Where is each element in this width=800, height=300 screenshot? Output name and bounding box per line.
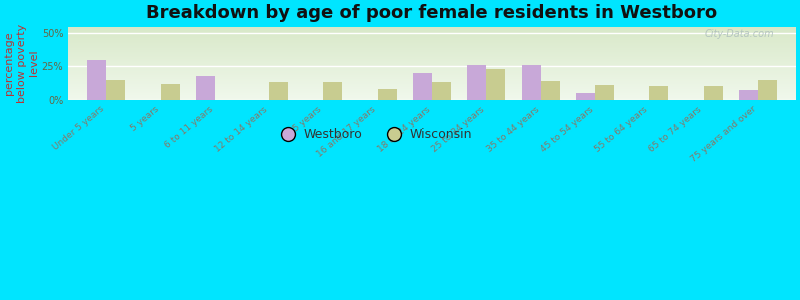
- Bar: [68, 96, 796, 97]
- Bar: [196, 76, 215, 100]
- Bar: [68, 83, 796, 84]
- Bar: [68, 80, 796, 81]
- Bar: [522, 65, 541, 100]
- Bar: [68, 99, 796, 100]
- Bar: [68, 44, 796, 45]
- Bar: [68, 35, 796, 36]
- Bar: [68, 30, 796, 31]
- Bar: [68, 68, 796, 69]
- Bar: [378, 89, 397, 100]
- Bar: [467, 65, 486, 100]
- Bar: [758, 80, 777, 100]
- Bar: [68, 41, 796, 42]
- Bar: [68, 66, 796, 67]
- Bar: [703, 86, 722, 100]
- Bar: [68, 78, 796, 79]
- Bar: [68, 75, 796, 76]
- Bar: [68, 28, 796, 29]
- Bar: [68, 64, 796, 65]
- Bar: [68, 53, 796, 54]
- Legend: Westboro, Wisconsin: Westboro, Wisconsin: [270, 123, 478, 146]
- Bar: [413, 73, 432, 100]
- Bar: [68, 92, 796, 93]
- Bar: [68, 87, 796, 88]
- Bar: [68, 71, 796, 72]
- Bar: [68, 79, 796, 80]
- Bar: [68, 93, 796, 94]
- Bar: [68, 45, 796, 46]
- Bar: [68, 88, 796, 89]
- Bar: [68, 48, 796, 49]
- Bar: [68, 74, 796, 75]
- Bar: [68, 61, 796, 62]
- Bar: [68, 65, 796, 66]
- Bar: [68, 47, 796, 48]
- Bar: [68, 62, 796, 63]
- Bar: [68, 86, 796, 87]
- Bar: [486, 69, 506, 100]
- Bar: [68, 29, 796, 30]
- Bar: [68, 33, 796, 34]
- Bar: [68, 34, 796, 35]
- Bar: [68, 50, 796, 51]
- Bar: [68, 63, 796, 64]
- Bar: [68, 70, 796, 71]
- Bar: [68, 56, 796, 57]
- Bar: [68, 52, 796, 53]
- Bar: [68, 81, 796, 82]
- Bar: [68, 46, 796, 47]
- Bar: [68, 49, 796, 50]
- Bar: [68, 26, 796, 27]
- Bar: [68, 67, 796, 68]
- Bar: [68, 37, 796, 38]
- Bar: [68, 91, 796, 92]
- Bar: [68, 95, 796, 96]
- Bar: [68, 54, 796, 55]
- Bar: [68, 77, 796, 78]
- Bar: [68, 36, 796, 37]
- Bar: [68, 94, 796, 95]
- Bar: [68, 59, 796, 60]
- Bar: [68, 90, 796, 91]
- Bar: [541, 81, 560, 100]
- Bar: [106, 80, 126, 100]
- Bar: [68, 32, 796, 33]
- Bar: [68, 31, 796, 32]
- Bar: [323, 82, 342, 100]
- Bar: [68, 39, 796, 40]
- Bar: [68, 40, 796, 41]
- Bar: [68, 89, 796, 90]
- Bar: [432, 82, 451, 100]
- Bar: [739, 90, 758, 100]
- Bar: [68, 42, 796, 43]
- Bar: [68, 60, 796, 61]
- Bar: [68, 72, 796, 73]
- Bar: [269, 82, 288, 100]
- Bar: [68, 51, 796, 52]
- Text: City-Data.com: City-Data.com: [704, 29, 774, 39]
- Bar: [68, 38, 796, 39]
- Bar: [68, 69, 796, 70]
- Bar: [576, 93, 595, 100]
- Bar: [68, 27, 796, 28]
- Bar: [87, 60, 106, 100]
- Bar: [68, 97, 796, 98]
- Bar: [68, 57, 796, 58]
- Bar: [161, 84, 179, 100]
- Bar: [595, 85, 614, 100]
- Bar: [68, 55, 796, 56]
- Bar: [68, 98, 796, 99]
- Bar: [68, 76, 796, 77]
- Bar: [650, 86, 668, 100]
- Title: Breakdown by age of poor female residents in Westboro: Breakdown by age of poor female resident…: [146, 4, 718, 22]
- Bar: [68, 82, 796, 83]
- Y-axis label: percentage
below poverty
level: percentage below poverty level: [4, 23, 39, 103]
- Bar: [68, 73, 796, 74]
- Bar: [68, 85, 796, 86]
- Bar: [68, 84, 796, 85]
- Bar: [68, 58, 796, 59]
